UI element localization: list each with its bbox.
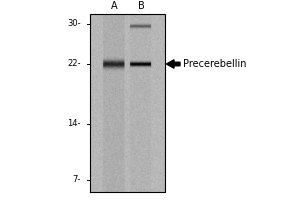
Text: 7-: 7-	[73, 176, 81, 184]
FancyArrow shape	[167, 60, 180, 68]
Text: 30-: 30-	[68, 20, 81, 28]
Text: A: A	[111, 1, 117, 11]
Text: Precerebellin: Precerebellin	[183, 59, 247, 69]
Text: 22-: 22-	[68, 60, 81, 68]
Text: B: B	[138, 1, 144, 11]
Text: 14-: 14-	[68, 119, 81, 129]
